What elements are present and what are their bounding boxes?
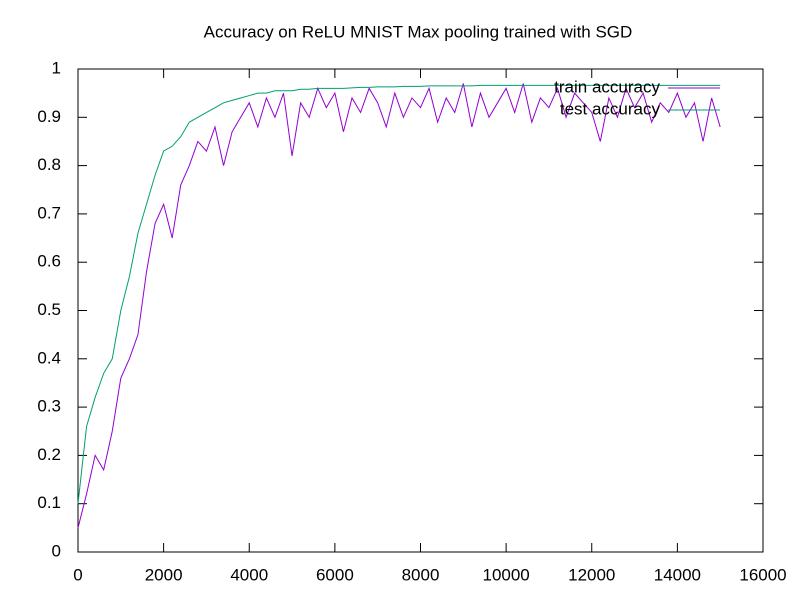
- x-tick-label: 2000: [145, 565, 183, 584]
- x-tick-label: 16000: [739, 565, 786, 584]
- x-tick-label: 0: [73, 565, 82, 584]
- x-tick-label: 14000: [654, 565, 701, 584]
- y-tick-label: 0.9: [37, 107, 61, 126]
- y-tick-label: 0.4: [37, 348, 61, 367]
- y-tick-label: 0: [52, 541, 61, 560]
- y-tick-label: 0.3: [37, 397, 61, 416]
- x-tick-label: 8000: [402, 565, 440, 584]
- x-tick-label: 10000: [482, 565, 529, 584]
- line-series: [77, 84, 721, 504]
- legend-label: train accuracy: [554, 77, 660, 96]
- legend-label: test accuracy: [560, 99, 661, 118]
- chart-title: Accuracy on ReLU MNIST Max pooling train…: [204, 22, 633, 41]
- y-tick-label: 0.7: [37, 203, 61, 222]
- y-tick-label: 0.6: [37, 252, 61, 271]
- x-tick-label: 6000: [316, 565, 354, 584]
- y-tick-label: 0.2: [37, 445, 61, 464]
- y-tick-label: 1: [52, 58, 61, 77]
- y-tick-label: 0.5: [37, 300, 61, 319]
- line-series: [77, 83, 721, 528]
- y-tick-label: 0.8: [37, 155, 61, 174]
- y-tick-label: 0.1: [37, 493, 61, 512]
- x-tick-label: 12000: [568, 565, 615, 584]
- x-tick-label: 4000: [230, 565, 268, 584]
